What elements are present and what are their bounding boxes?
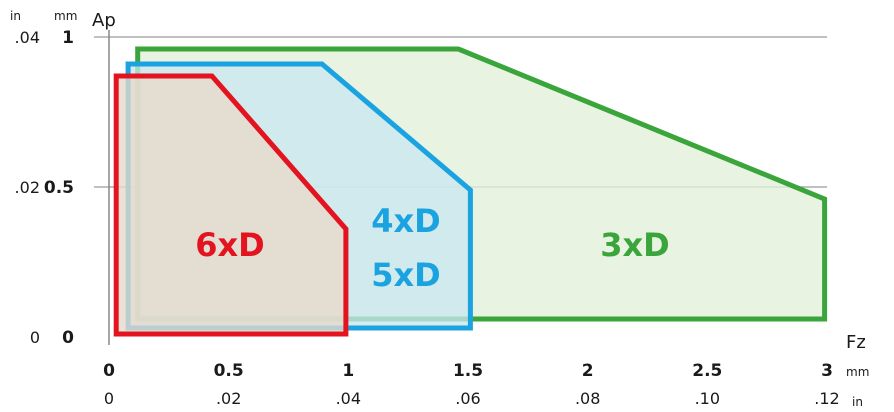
x-axis-title: Fz xyxy=(846,332,866,353)
x-tick-label-in: .06 xyxy=(455,389,480,408)
y-tick-label-in: .02 xyxy=(15,178,40,197)
x-tick-label-in: .08 xyxy=(575,389,600,408)
y-tick-label-mm: 0 xyxy=(62,328,74,348)
y-unit-primary: mm xyxy=(54,9,77,23)
region-label: 3xD xyxy=(600,226,669,264)
x-unit-secondary: in xyxy=(852,395,863,409)
x-unit-primary: mm xyxy=(846,365,869,379)
x-tick-label-mm: 1.5 xyxy=(453,361,483,381)
y-tick-label-mm: 1 xyxy=(62,28,74,48)
x-tick-label-mm: 2 xyxy=(582,361,594,381)
x-tick-label-mm: 1 xyxy=(342,361,354,381)
x-tick-label-mm: 3 xyxy=(821,361,833,381)
x-tick-label-in: .12 xyxy=(814,389,839,408)
x-tick-label-mm: 0.5 xyxy=(214,361,244,381)
x-tick-label-mm: 2.5 xyxy=(692,361,722,381)
x-tick-label-in: .02 xyxy=(216,389,241,408)
region-label: 4xD xyxy=(371,202,440,240)
x-tick-label-in: .04 xyxy=(336,389,361,408)
regions xyxy=(113,46,828,337)
y-tick-label-mm: 0.5 xyxy=(44,178,74,198)
y-axis-title: Ap xyxy=(92,10,116,31)
region-label: 5xD xyxy=(371,256,440,294)
region-label: 6xD xyxy=(195,226,264,264)
region-labels: 3xD 4xD 5xD 6xD xyxy=(195,202,669,294)
y-unit-secondary: in xyxy=(10,9,21,23)
x-tick-label-mm: 0 xyxy=(103,361,115,381)
region-2 xyxy=(113,73,349,337)
y-tick-label-in: .04 xyxy=(15,28,40,47)
axes: Ap in mm Fz mm in 0 0.5 1 1.5 2 2.5 3 0 .02 .04 .0… xyxy=(10,9,869,409)
x-tick-label-in: 0 xyxy=(104,389,114,408)
x-tick-label-in: .10 xyxy=(695,389,720,408)
y-tick-label-in: 0 xyxy=(30,328,40,347)
